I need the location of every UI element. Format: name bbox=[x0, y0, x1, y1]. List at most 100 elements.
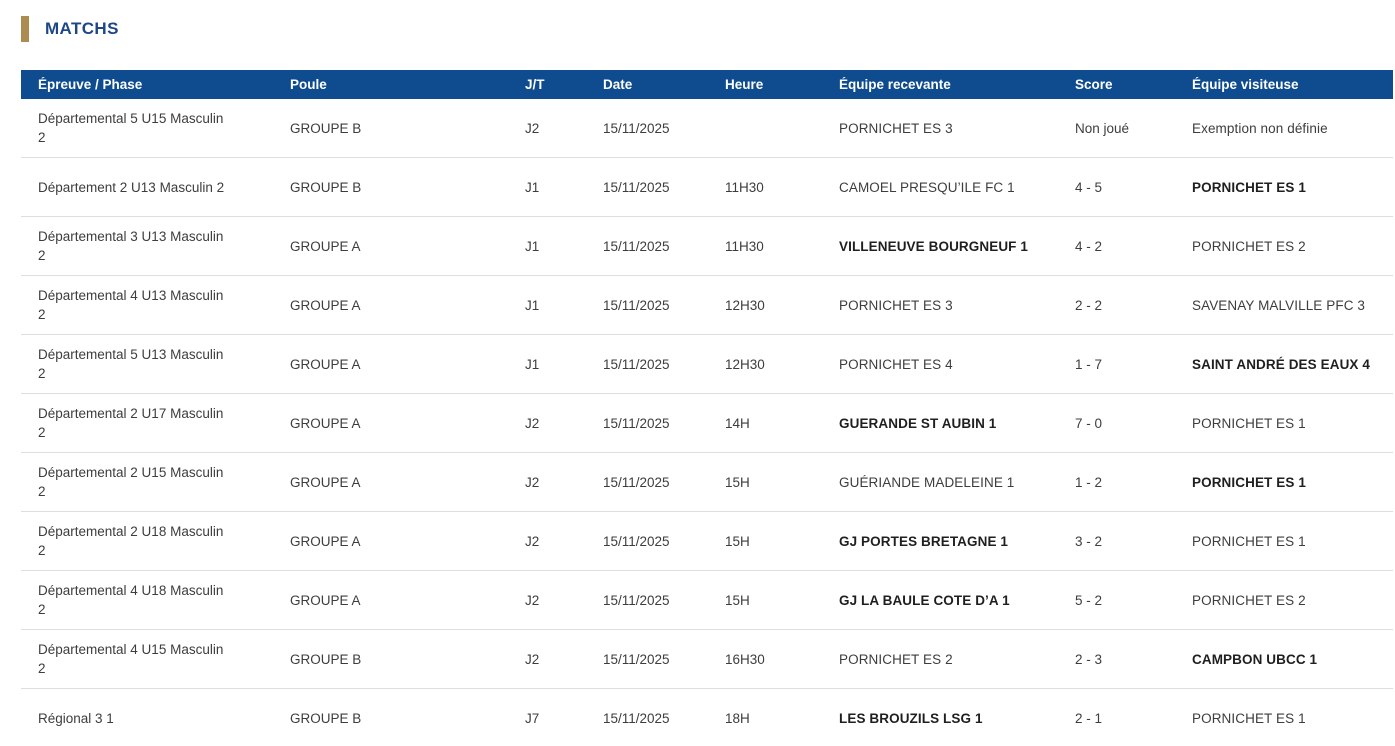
cell-jt: J2 bbox=[525, 533, 540, 549]
table-row[interactable]: Départemental 2 U18 Masculin 2 GROUPE A … bbox=[21, 512, 1393, 571]
cell-heure: 12H30 bbox=[725, 297, 765, 313]
cell-home-team: GJ PORTES BRETAGNE 1 bbox=[839, 533, 1009, 549]
cell-jt: J2 bbox=[525, 651, 540, 667]
cell-away-team: PORNICHET ES 1 bbox=[1192, 179, 1306, 195]
cell-score: 1 - 2 bbox=[1075, 474, 1103, 490]
column-header-score: Score bbox=[1075, 77, 1113, 92]
cell-heure: 18H bbox=[725, 710, 750, 726]
column-header-equipe-recevante: Équipe recevante bbox=[839, 77, 951, 92]
cell-heure: 11H30 bbox=[725, 238, 764, 254]
cell-epreuve: Départemental 2 U18 Masculin 2 bbox=[38, 524, 224, 558]
table-row[interactable]: Départemental 5 U13 Masculin 2 GROUPE A … bbox=[21, 335, 1393, 394]
cell-home-team: PORNICHET ES 2 bbox=[839, 651, 953, 667]
cell-away-team: Exemption non définie bbox=[1192, 120, 1328, 136]
column-header-epreuve: Épreuve / Phase bbox=[38, 77, 143, 92]
cell-poule: GROUPE B bbox=[290, 710, 362, 726]
cell-epreuve: Départemental 5 U13 Masculin 2 bbox=[38, 347, 224, 381]
cell-poule: GROUPE B bbox=[290, 120, 362, 136]
cell-poule: GROUPE A bbox=[290, 238, 361, 254]
column-header-equipe-visiteuse: Équipe visiteuse bbox=[1192, 77, 1299, 92]
cell-jt: J2 bbox=[525, 120, 540, 136]
cell-epreuve: Régional 3 1 bbox=[38, 710, 114, 726]
cell-away-team: SAINT ANDRÉ DES EAUX 4 bbox=[1192, 356, 1370, 372]
cell-home-team: PORNICHET ES 3 bbox=[839, 120, 953, 136]
table-row[interactable]: Départemental 2 U17 Masculin 2 GROUPE A … bbox=[21, 394, 1393, 453]
table-row[interactable]: Départemental 2 U15 Masculin 2 GROUPE A … bbox=[21, 453, 1393, 512]
cell-jt: J7 bbox=[525, 710, 540, 726]
cell-jt: J2 bbox=[525, 592, 540, 608]
cell-score: 1 - 7 bbox=[1075, 356, 1103, 372]
cell-home-team: VILLENEUVE BOURGNEUF 1 bbox=[839, 238, 1028, 254]
cell-heure: 15H bbox=[725, 533, 750, 549]
cell-date: 15/11/2025 bbox=[603, 415, 670, 431]
cell-heure: 16H30 bbox=[725, 651, 765, 667]
cell-away-team: PORNICHET ES 2 bbox=[1192, 238, 1306, 254]
cell-home-team: LES BROUZILS LSG 1 bbox=[839, 710, 983, 726]
cell-heure: 12H30 bbox=[725, 356, 765, 372]
cell-jt: J1 bbox=[525, 297, 540, 313]
cell-score: 7 - 0 bbox=[1075, 415, 1103, 431]
cell-epreuve: Départemental 4 U13 Masculin 2 bbox=[38, 288, 224, 322]
cell-away-team: PORNICHET ES 2 bbox=[1192, 592, 1306, 608]
cell-poule: GROUPE A bbox=[290, 533, 361, 549]
column-header-poule: Poule bbox=[290, 77, 327, 92]
cell-score: 2 - 3 bbox=[1075, 651, 1103, 667]
cell-poule: GROUPE A bbox=[290, 592, 361, 608]
cell-away-team: SAVENAY MALVILLE PFC 3 bbox=[1192, 297, 1366, 313]
cell-epreuve: Département 2 U13 Masculin 2 bbox=[38, 179, 225, 195]
page-title: MATCHS bbox=[45, 19, 119, 38]
table-row[interactable]: Départemental 4 U13 Masculin 2 GROUPE A … bbox=[21, 276, 1393, 335]
table-header-row: Épreuve / Phase Poule J/T Date Heure Équ… bbox=[21, 70, 1393, 99]
cell-away-team: CAMPBON UBCC 1 bbox=[1192, 651, 1318, 667]
cell-home-team: GUÉRIANDE MADELEINE 1 bbox=[839, 474, 1015, 490]
cell-home-team: PORNICHET ES 4 bbox=[839, 356, 953, 372]
table-row[interactable]: Départemental 3 U13 Masculin 2 GROUPE A … bbox=[21, 217, 1393, 276]
cell-date: 15/11/2025 bbox=[603, 533, 670, 549]
column-header-heure: Heure bbox=[725, 77, 764, 92]
cell-jt: J2 bbox=[525, 415, 540, 431]
cell-score: 2 - 2 bbox=[1075, 297, 1103, 313]
cell-epreuve: Départemental 4 U15 Masculin 2 bbox=[38, 642, 224, 676]
cell-date: 15/11/2025 bbox=[603, 651, 670, 667]
cell-poule: GROUPE A bbox=[290, 415, 361, 431]
cell-date: 15/11/2025 bbox=[603, 238, 670, 254]
cell-score: 5 - 2 bbox=[1075, 592, 1103, 608]
cell-date: 15/11/2025 bbox=[603, 710, 670, 726]
title-accent-bar bbox=[21, 16, 29, 42]
cell-jt: J2 bbox=[525, 474, 540, 490]
cell-home-team: GUERANDE ST AUBIN 1 bbox=[839, 415, 997, 431]
table-row[interactable]: Départemental 4 U18 Masculin 2 GROUPE A … bbox=[21, 571, 1393, 630]
cell-score: 4 - 5 bbox=[1075, 179, 1103, 195]
cell-poule: GROUPE B bbox=[290, 179, 362, 195]
cell-poule: GROUPE A bbox=[290, 297, 361, 313]
cell-score: 3 - 2 bbox=[1075, 533, 1103, 549]
table-row[interactable]: Régional 3 1 GROUPE B J7 15/11/2025 18H … bbox=[21, 689, 1393, 746]
cell-poule: GROUPE A bbox=[290, 356, 361, 372]
cell-epreuve: Départemental 3 U13 Masculin 2 bbox=[38, 229, 224, 263]
table-row[interactable]: Département 2 U13 Masculin 2 GROUPE B J1… bbox=[21, 158, 1393, 217]
cell-jt: J1 bbox=[525, 238, 540, 254]
cell-epreuve: Départemental 2 U17 Masculin 2 bbox=[38, 406, 224, 440]
cell-jt: J1 bbox=[525, 179, 540, 195]
cell-away-team: PORNICHET ES 1 bbox=[1192, 710, 1306, 726]
cell-score: 4 - 2 bbox=[1075, 238, 1103, 254]
table-row[interactable]: Départemental 4 U15 Masculin 2 GROUPE B … bbox=[21, 630, 1393, 689]
cell-epreuve: Départemental 4 U18 Masculin 2 bbox=[38, 583, 224, 617]
cell-home-team: CAMOEL PRESQU’ILE FC 1 bbox=[839, 179, 1015, 195]
cell-date: 15/11/2025 bbox=[603, 592, 670, 608]
cell-date: 15/11/2025 bbox=[603, 120, 670, 136]
cell-poule: GROUPE B bbox=[290, 651, 362, 667]
table-row[interactable]: Départemental 5 U15 Masculin 2 GROUPE B … bbox=[21, 99, 1393, 158]
cell-heure: 15H bbox=[725, 474, 750, 490]
page-header: MATCHS bbox=[21, 16, 1395, 42]
cell-heure: 14H bbox=[725, 415, 750, 431]
cell-away-team: PORNICHET ES 1 bbox=[1192, 533, 1306, 549]
cell-epreuve: Départemental 2 U15 Masculin 2 bbox=[38, 465, 224, 499]
table-body: Départemental 5 U15 Masculin 2 GROUPE B … bbox=[21, 99, 1393, 746]
column-header-jt: J/T bbox=[525, 77, 545, 92]
cell-date: 15/11/2025 bbox=[603, 179, 670, 195]
cell-poule: GROUPE A bbox=[290, 474, 361, 490]
cell-jt: J1 bbox=[525, 356, 540, 372]
cell-date: 15/11/2025 bbox=[603, 474, 670, 490]
cell-home-team: GJ LA BAULE COTE D’A 1 bbox=[839, 592, 1010, 608]
